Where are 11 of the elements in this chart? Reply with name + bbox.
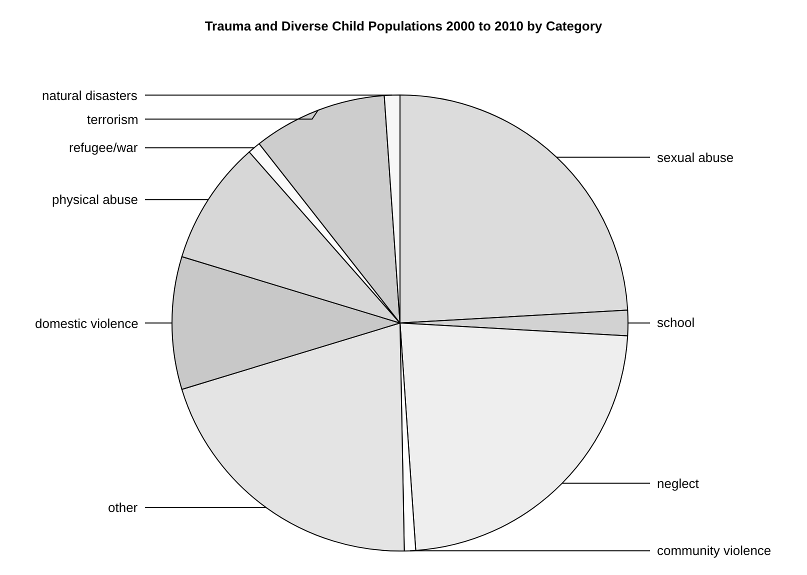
slice-label: natural disasters bbox=[42, 88, 138, 103]
slice-label: terrorism bbox=[87, 112, 138, 127]
slice-label: school bbox=[657, 315, 695, 330]
slice-label: physical abuse bbox=[52, 192, 138, 207]
slice-label: sexual abuse bbox=[657, 150, 734, 165]
slice-label: other bbox=[108, 500, 138, 515]
slice-label: neglect bbox=[657, 476, 700, 491]
slice-label: domestic violence bbox=[35, 316, 138, 331]
slice-label: refugee/war bbox=[69, 140, 138, 155]
slice-label: community violence bbox=[657, 543, 772, 558]
chart-title: Trauma and Diverse Child Populations 2000 to 2010 by Category bbox=[204, 18, 603, 34]
